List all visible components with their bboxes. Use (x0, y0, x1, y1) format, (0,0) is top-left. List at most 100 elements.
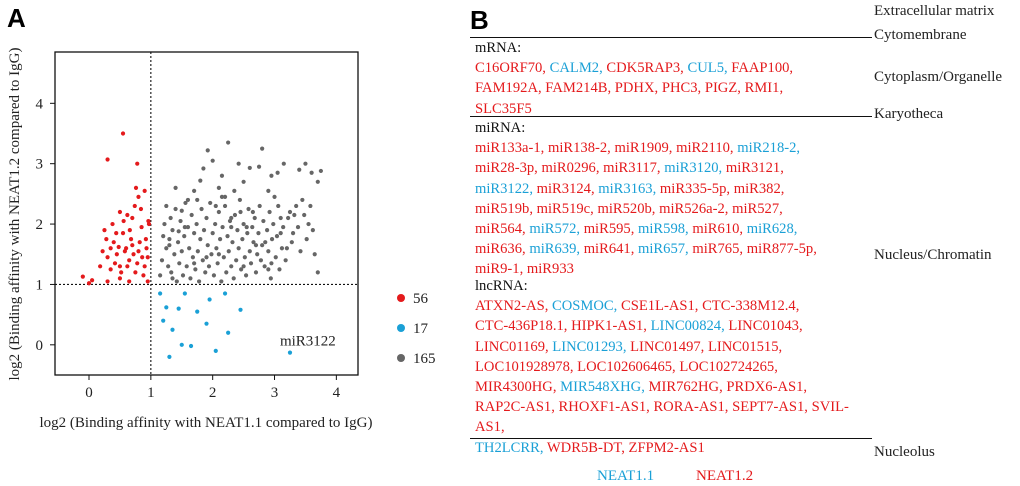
data-point-17 (213, 348, 218, 353)
data-point-165 (203, 270, 208, 275)
gene-item: miR3124, (536, 180, 595, 197)
data-point-56 (111, 240, 116, 245)
data-points (80, 131, 323, 359)
data-point-56 (127, 258, 132, 263)
mrna-list: C16ORF70, CALM2, CDK5RAP3, CUL5, FAAP100… (475, 58, 875, 119)
data-point-165 (219, 279, 224, 284)
data-point-165 (183, 200, 188, 206)
data-point-165 (199, 206, 204, 212)
x-axis-ticks: 0 1 2 3 4 (85, 375, 341, 401)
data-point-165 (225, 234, 230, 239)
gene-item: miR595, (583, 221, 635, 238)
gene-line: miR133a-1, miR138-2, miR1909, miR2110, m… (475, 138, 875, 158)
gene-line: miR519b, miR519c, miR520b, miR526a-2, mi… (475, 199, 875, 219)
data-point-165 (232, 188, 237, 193)
data-point-165 (236, 246, 241, 251)
data-point-165 (232, 212, 238, 218)
y-tick-label: 4 (36, 96, 44, 112)
data-point-56 (138, 206, 144, 212)
data-point-165 (201, 166, 206, 171)
gene-line: FAM192A, FAM214B, PDHX, PHC3, PIGZ, RMI1… (475, 78, 875, 98)
data-point-56 (117, 276, 123, 281)
data-point-56 (142, 264, 147, 269)
data-point-165 (289, 240, 294, 245)
data-point-165 (246, 206, 251, 212)
data-point-165 (211, 273, 217, 278)
legend-marker-56 (397, 294, 405, 302)
x-tick-label: 0 (85, 385, 93, 401)
data-point-165 (226, 140, 231, 145)
data-point-56 (135, 161, 140, 166)
gene-item: miR0296, (541, 160, 600, 177)
scatter-panel: A 0 1 2 3 4 0 1 2 3 4 miR3122 log2 (Binding affi… (7, 3, 436, 431)
data-point-165 (295, 224, 301, 230)
lncrna-section: lncRNA: ATXN2-AS, COSMOC, CSE1L-AS1, CTC… (475, 276, 875, 458)
data-point-165 (275, 170, 280, 175)
data-point-165 (281, 161, 286, 166)
data-point-165 (236, 161, 241, 166)
data-point-165 (318, 168, 323, 174)
location-karyotheca: Karyotheca (874, 106, 944, 122)
data-point-165 (222, 203, 228, 209)
data-point-165 (164, 203, 169, 209)
data-point-165 (267, 209, 272, 215)
gene-item: miR3163, (598, 180, 657, 197)
data-point-56 (122, 249, 127, 254)
data-point-165 (250, 224, 255, 230)
data-point-165 (198, 178, 203, 183)
mirna-header: miRNA: (475, 120, 526, 136)
data-point-165 (189, 212, 194, 218)
data-point-56 (120, 231, 126, 236)
data-point-165 (239, 267, 244, 272)
lncrna-header: lncRNA: (475, 278, 528, 294)
data-point-165 (173, 206, 178, 212)
y-axis-label: log2 (Binding affinity with NEAT1.2 comp… (7, 47, 23, 380)
data-point-56 (140, 255, 145, 260)
data-point-165 (216, 185, 221, 190)
data-point-165 (241, 264, 246, 269)
gene-line: miR28-3p, miR0296, miR3117, miR3120, miR… (475, 158, 875, 178)
data-point-17 (188, 343, 194, 349)
gene-item: ATXN2-AS, (475, 298, 549, 315)
data-point-165 (238, 209, 243, 215)
gene-line: LOC101928978, LOC102606465, LOC102724265… (475, 357, 875, 377)
data-point-56 (142, 188, 147, 193)
data-point-165 (297, 167, 302, 172)
data-point-56 (125, 264, 130, 269)
data-point-165 (302, 212, 307, 218)
data-point-165 (260, 243, 265, 248)
data-point-165 (315, 179, 320, 184)
data-point-165 (247, 165, 252, 171)
data-point-165 (229, 264, 234, 269)
data-point-165 (182, 234, 187, 239)
data-point-165 (310, 228, 315, 233)
data-point-17 (170, 327, 175, 332)
y-tick-label: 1 (36, 277, 44, 293)
data-point-165 (260, 146, 265, 151)
data-point-56 (125, 212, 130, 218)
data-point-165 (276, 203, 281, 209)
data-point-165 (273, 255, 278, 260)
data-point-165 (241, 221, 246, 227)
gene-item: SEPT7-AS1, (732, 399, 808, 416)
gene-item: C16ORF70, (475, 60, 546, 77)
data-point-56 (102, 228, 107, 233)
data-point-165 (158, 273, 163, 278)
data-point-165 (196, 279, 202, 284)
x-axis-label: log2 (Binding affinity with NEAT1.1 comp… (39, 415, 372, 431)
gene-item: miR639, (529, 241, 581, 258)
data-point-165 (226, 249, 231, 254)
y-tick-label: 0 (36, 338, 44, 354)
data-point-165 (274, 234, 280, 239)
mrna-section: mRNA: C16ORF70, CALM2, CDK5RAP3, CUL5, F… (475, 38, 875, 119)
data-point-56 (128, 237, 134, 242)
gene-item: LINC00824, (650, 318, 725, 335)
data-point-165 (204, 255, 209, 260)
data-point-165 (162, 221, 167, 227)
data-point-56 (137, 240, 142, 245)
y-tick-label: 3 (36, 157, 44, 173)
data-point-56 (130, 243, 135, 248)
scatter-legend: 56 17 165 (397, 291, 436, 367)
data-point-165 (195, 249, 200, 254)
